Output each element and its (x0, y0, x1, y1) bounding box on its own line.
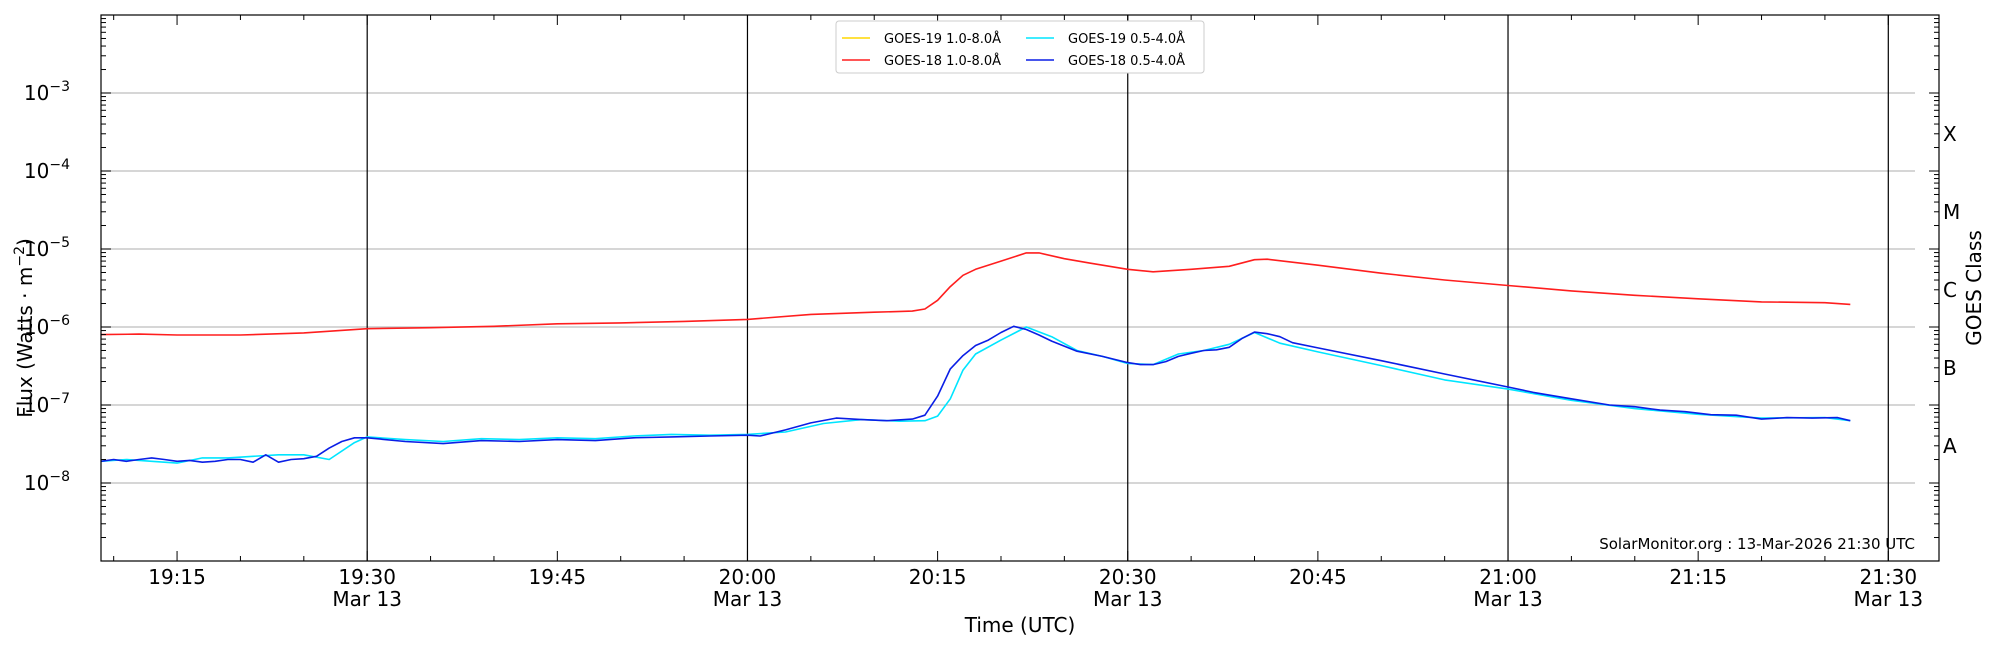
x-tick-label: 21:30 (1859, 565, 1917, 589)
x-tick-date: Mar 13 (1093, 587, 1163, 611)
legend-label: GOES-18 0.5-4.0Å (1068, 53, 1185, 69)
x-tick-date: Mar 13 (1473, 587, 1543, 611)
legend-label: GOES-18 1.0-8.0Å (884, 53, 1001, 69)
y-tick-label: 10−8 (24, 469, 70, 495)
y-tick-label: 10−3 (24, 79, 70, 105)
x-tick-label: 20:15 (909, 565, 967, 589)
goes-class-label: A (1943, 434, 1957, 458)
series-line (100, 325, 1851, 463)
goes-class-label: X (1943, 122, 1957, 146)
x-tick-date: Mar 13 (332, 587, 402, 611)
y-tick-label: 10−6 (24, 313, 70, 339)
x-tick-label: 20:45 (1289, 565, 1347, 589)
y-tick-label: 10−4 (24, 157, 70, 183)
goes-class-label: M (1943, 200, 1960, 224)
legend: GOES-19 1.0-8.0Å GOES-19 0.5-4.0Å GOES-18 … (835, 20, 1205, 74)
x-axis-title: Time (UTC) (964, 613, 1076, 637)
legend-box (835, 20, 1205, 74)
series-line (100, 326, 1851, 464)
x-tick-label: 20:00 (719, 565, 777, 589)
y-tick-label: 10−5 (24, 235, 70, 261)
y-tick-label: 10−7 (24, 391, 70, 417)
x-tick-label: 19:30 (338, 565, 396, 589)
x-tick-label: 20:30 (1099, 565, 1157, 589)
legend-label: GOES-19 0.5-4.0Å (1068, 31, 1185, 47)
x-tick-date: Mar 13 (713, 587, 783, 611)
goes-class-label: C (1943, 278, 1957, 302)
x-tick-label: 21:00 (1479, 565, 1537, 589)
vertical-date-lines (366, 15, 1889, 561)
x-tick-date: Mar 13 (1854, 587, 1924, 611)
goes-class-label: B (1943, 356, 1957, 380)
series-layer (100, 252, 1851, 464)
legend-label: GOES-19 1.0-8.0Å (884, 31, 1001, 47)
horizontal-grid (101, 92, 1915, 484)
series-line (100, 252, 1851, 336)
x-tick-label: 19:45 (529, 565, 587, 589)
credit-text: SolarMonitor.org : 13-Mar-2026 21:30 UTC (1599, 535, 1915, 553)
x-tick-label: 19:15 (148, 565, 206, 589)
y-axis-title: Flux (Watts · m−2) (12, 238, 37, 418)
y2-axis-title: GOES Class (1962, 230, 1986, 346)
plot-frame (100, 14, 1940, 562)
x-tick-label: 21:15 (1669, 565, 1727, 589)
